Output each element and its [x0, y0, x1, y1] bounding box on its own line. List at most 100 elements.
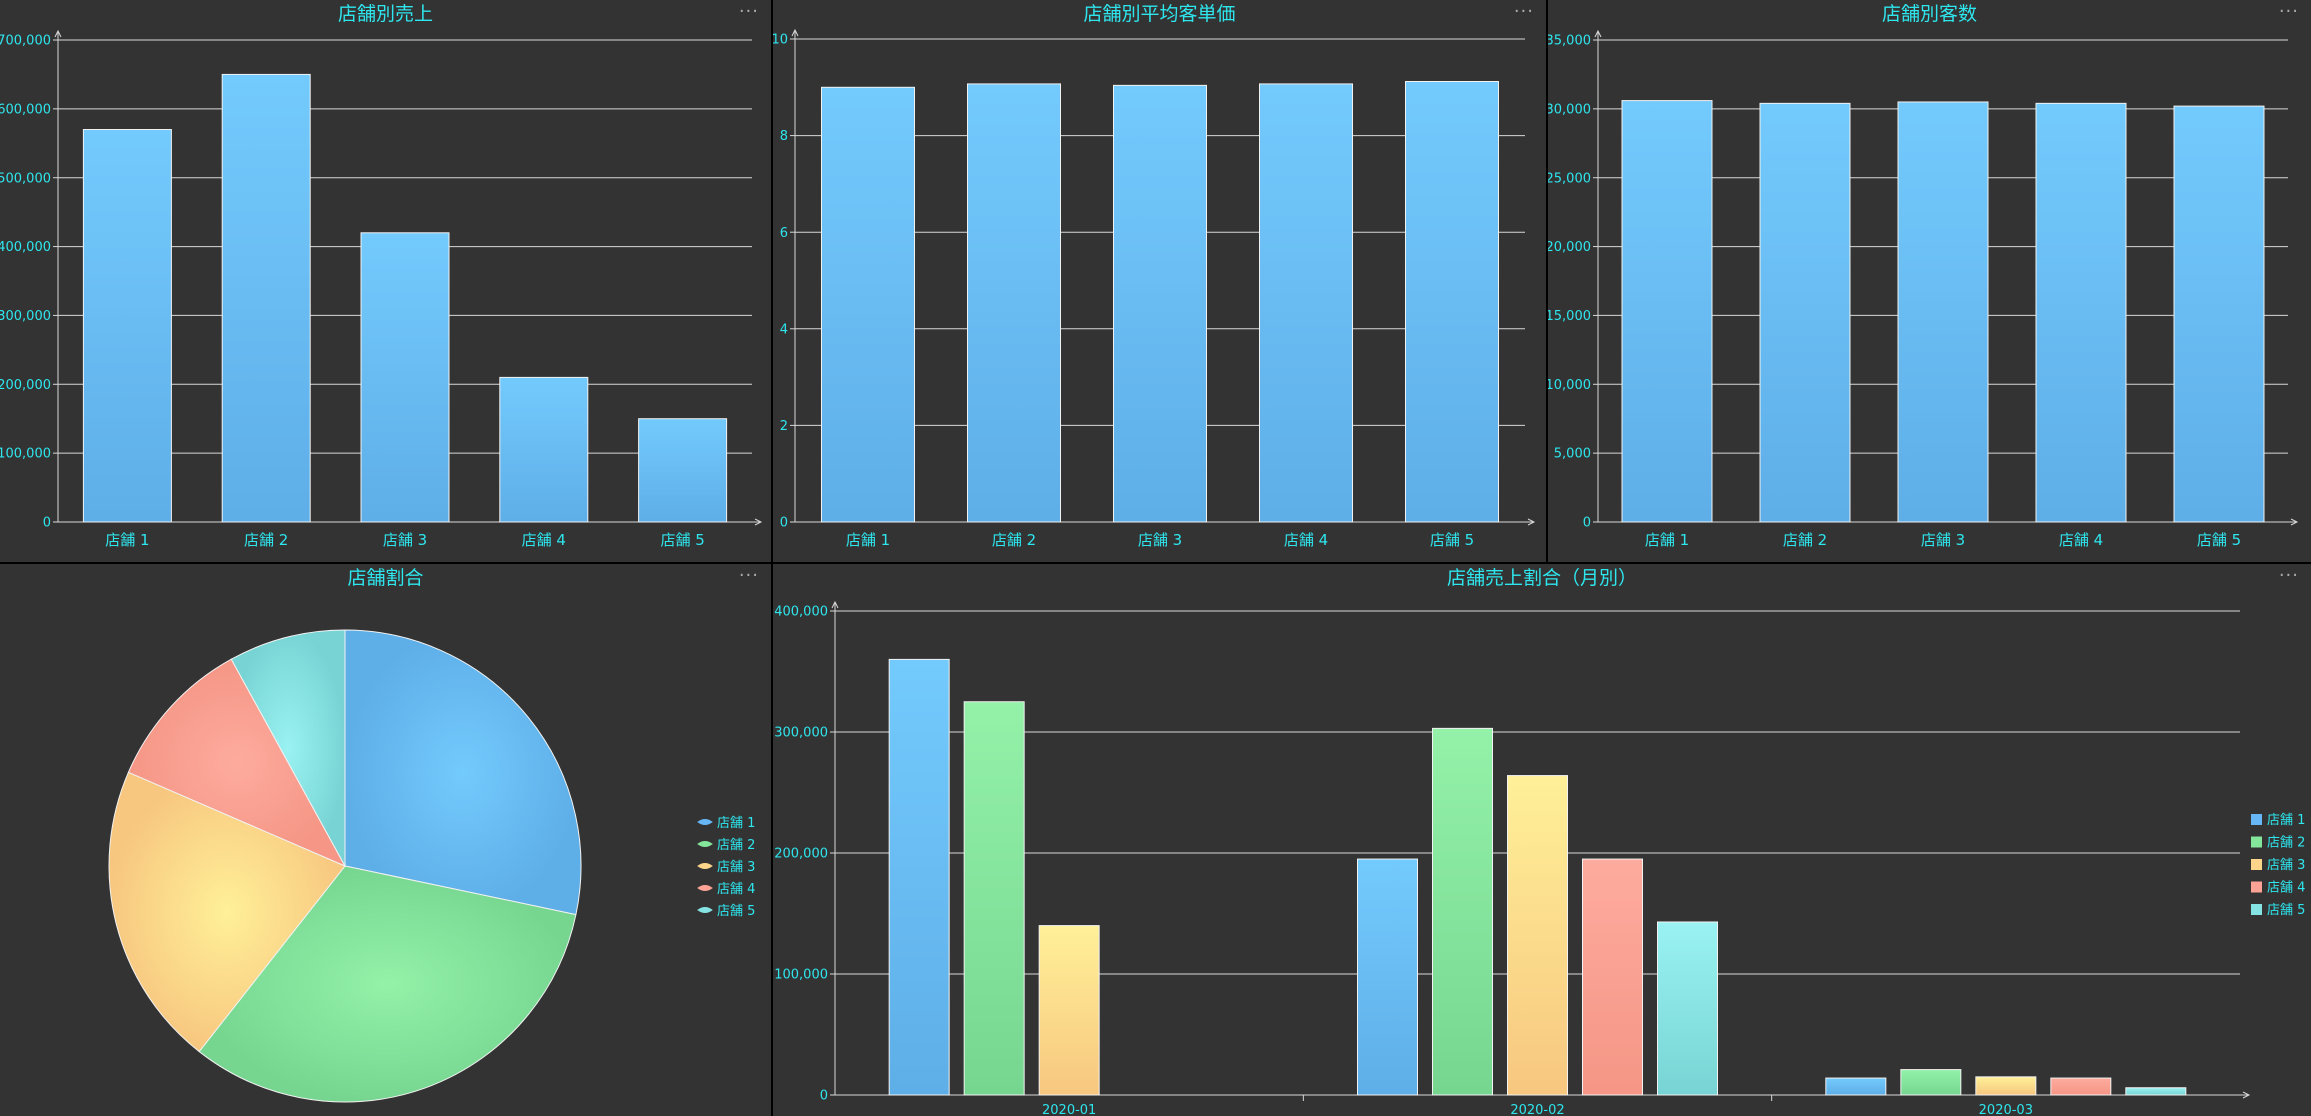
panel-customers-by-store: 店舗別客数 ··· 0 5,000 10,000 15,000 20,000 25,000…	[1548, 0, 2311, 562]
bar[interactable]	[1975, 1076, 2037, 1096]
x-tick-label: 店舗 1	[846, 531, 890, 549]
bar[interactable]	[963, 701, 1025, 1096]
legend-marker[interactable]	[2251, 881, 2262, 893]
legend-marker[interactable]	[2251, 814, 2262, 825]
bar[interactable]	[82, 129, 172, 523]
y-tick-label: 200,000	[774, 847, 828, 862]
legend-marker[interactable]	[697, 841, 713, 847]
y-tick-label: 200,000	[0, 378, 51, 393]
legend-label[interactable]: 店舗 5	[717, 904, 755, 919]
pie-slice[interactable]	[344, 629, 582, 916]
legend-marker[interactable]	[697, 863, 713, 869]
legend-label[interactable]: 店舗 2	[717, 838, 755, 853]
bar[interactable]	[1432, 727, 1493, 1096]
bar[interactable]	[499, 376, 589, 523]
bar[interactable]	[2050, 1077, 2112, 1096]
x-tick-label: 店舗 2	[244, 531, 288, 549]
y-tick-label: 300,000	[0, 309, 51, 324]
pie-slice[interactable]	[127, 658, 347, 868]
more-horizontal-icon[interactable]: ···	[2278, 565, 2299, 586]
y-axis-arrow	[54, 29, 62, 38]
x-tick-label: 店舗 4	[522, 531, 566, 549]
bar[interactable]	[221, 73, 311, 523]
more-horizontal-icon[interactable]: ···	[738, 565, 759, 586]
more-horizontal-icon[interactable]: ···	[1513, 1, 1534, 22]
bar[interactable]	[967, 83, 1061, 523]
chart-title: 店舗別売上	[337, 3, 433, 25]
legend-label[interactable]: 店舗 3	[717, 860, 755, 875]
x-axis-arrow	[754, 518, 763, 526]
y-tick-label: 0	[43, 516, 51, 531]
chart-store-share: 店舗 1 店舗 2 店舗 3 店舗 4 店舗 5	[108, 629, 755, 1103]
x-tick-label: 店舗 3	[383, 531, 427, 549]
x-axis-arrow	[2290, 518, 2299, 526]
bar[interactable]	[1897, 101, 1989, 523]
chart-monthly-sales-share: 0 100,000 200,000 300,000 400,000 2020-01 2020…	[774, 600, 2305, 1116]
legend-label[interactable]: 店舗 5	[2267, 903, 2305, 918]
y-tick-label: 10,000	[1548, 378, 1591, 393]
y-tick-label: 10	[773, 33, 788, 48]
legend-label[interactable]: 店舗 3	[2267, 858, 2305, 873]
pie-slice[interactable]	[230, 629, 346, 867]
legend-label[interactable]: 店舗 1	[2267, 813, 2305, 828]
bar[interactable]	[1259, 83, 1353, 523]
chart-title: 店舗売上割合（月別）	[1446, 567, 1637, 589]
y-tick-label: 30,000	[1548, 102, 1591, 117]
bar[interactable]	[1621, 100, 1713, 523]
bar[interactable]	[1357, 858, 1418, 1096]
bar[interactable]	[1582, 858, 1643, 1096]
more-horizontal-icon[interactable]: ···	[738, 1, 759, 22]
x-axis-arrow	[1527, 518, 1536, 526]
y-tick-label: 35,000	[1548, 34, 1591, 49]
bar[interactable]	[360, 232, 450, 523]
legend-marker[interactable]	[697, 885, 713, 891]
bar[interactable]	[888, 658, 950, 1096]
legend-label[interactable]: 店舗 4	[717, 882, 755, 897]
y-tick-label: 4	[780, 322, 788, 337]
bar[interactable]	[1825, 1077, 1887, 1096]
y-tick-label: 400,000	[774, 605, 828, 620]
legend-label[interactable]: 店舗 1	[717, 816, 755, 831]
legend-label[interactable]: 店舗 2	[2267, 836, 2305, 851]
bar[interactable]	[1900, 1069, 1962, 1096]
y-tick-label: 0	[1583, 516, 1591, 531]
pie-slice[interactable]	[108, 771, 346, 1053]
chart-customers-by-store: 0 5,000 10,000 15,000 20,000 25,000 30,000 35,0…	[1548, 29, 2299, 549]
y-axis-arrow	[831, 600, 839, 609]
chart-title: 店舗別客数	[1881, 3, 1977, 25]
legend-marker[interactable]	[697, 907, 713, 913]
bar[interactable]	[2035, 102, 2127, 523]
y-tick-label: 600,000	[0, 102, 51, 117]
bar[interactable]	[1038, 925, 1100, 1096]
bar[interactable]	[2173, 105, 2265, 523]
y-tick-label: 100,000	[774, 968, 828, 983]
pie-slice[interactable]	[198, 865, 577, 1103]
chart-avg-price-by-store: 0 2 4 6 8 10 店舗 1 店舗 2 店舗 3 店舗 4 店舗 5	[773, 28, 1536, 549]
bar[interactable]	[2125, 1087, 2187, 1096]
bar[interactable]	[821, 86, 915, 523]
chart-sales-by-store: 0 100,000 200,000 300,000 400,000 500,000 600,…	[0, 29, 763, 549]
y-tick-label: 300,000	[774, 726, 828, 741]
more-horizontal-icon[interactable]: ···	[2278, 1, 2299, 22]
y-tick-label: 400,000	[0, 240, 51, 255]
panel-monthly-sales-share: 店舗売上割合（月別） ··· 0 100,000 200,000 300,000 400…	[773, 564, 2311, 1116]
bar[interactable]	[1405, 81, 1499, 523]
bar[interactable]	[1507, 775, 1568, 1096]
legend-marker[interactable]	[2251, 836, 2262, 848]
x-tick-label: 2020-01	[1042, 1103, 1096, 1116]
x-tick-label: 店舗 3	[1138, 531, 1182, 549]
legend-marker[interactable]	[697, 819, 713, 825]
legend-marker[interactable]	[2251, 859, 2262, 870]
x-tick-label: 2020-02	[1510, 1103, 1564, 1116]
bar[interactable]	[1759, 102, 1851, 523]
x-tick-label: 店舗 4	[1284, 531, 1328, 549]
legend-label[interactable]: 店舗 4	[2267, 881, 2305, 896]
bar[interactable]	[638, 418, 728, 523]
x-tick-label: 店舗 2	[1783, 531, 1827, 549]
bar[interactable]	[1657, 921, 1718, 1096]
x-tick-label: 店舗 2	[992, 531, 1036, 549]
x-tick-label: 店舗 1	[105, 531, 149, 549]
legend-marker[interactable]	[2251, 904, 2262, 915]
y-tick-label: 5,000	[1554, 447, 1591, 462]
bar[interactable]	[1113, 84, 1207, 523]
